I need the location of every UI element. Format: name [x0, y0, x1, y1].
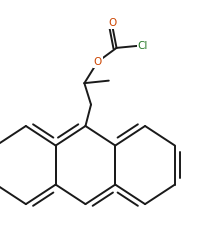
Text: O: O: [108, 18, 117, 28]
Text: O: O: [93, 57, 102, 67]
Text: Cl: Cl: [138, 41, 148, 51]
